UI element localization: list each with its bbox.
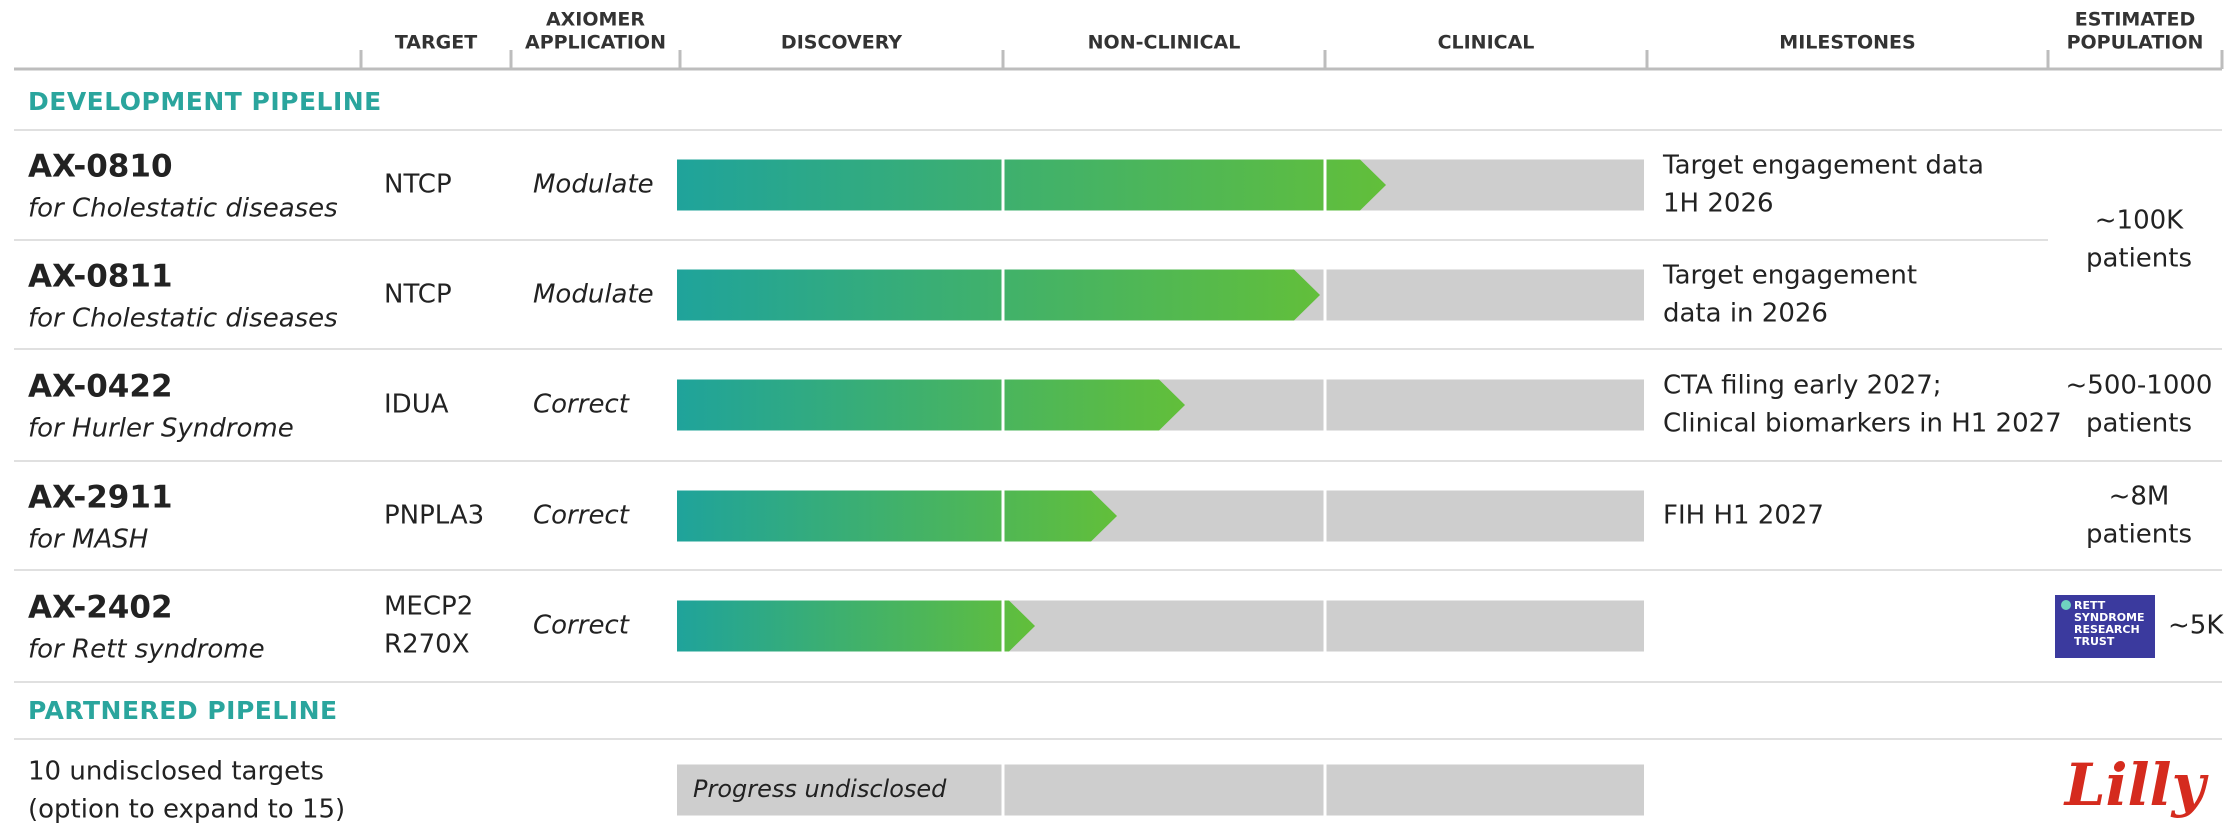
progress-bar xyxy=(677,269,1320,321)
section-title: DEVELOPMENT PIPELINE xyxy=(28,87,382,116)
logo xyxy=(2055,595,2155,658)
milestone: data in 2026 xyxy=(1663,299,1828,329)
indication: for MASH xyxy=(28,525,148,555)
application: Modulate xyxy=(533,170,654,200)
drug-name: AX-0811 xyxy=(28,259,173,295)
column-header: APPLICATION xyxy=(525,32,666,54)
population: ~5K xyxy=(2168,611,2224,641)
indication: for Cholestatic diseases xyxy=(28,194,338,224)
column-header: DISCOVERY xyxy=(781,32,902,54)
population: patients xyxy=(2086,520,2192,550)
column-header: TARGET xyxy=(395,32,477,54)
target: R270X xyxy=(384,630,470,660)
application: Modulate xyxy=(533,280,654,310)
drug-name: AX-0422 xyxy=(28,369,173,405)
logo-icon xyxy=(2061,600,2071,610)
column-header: MILESTONES xyxy=(1779,32,1915,54)
milestone: 1H 2026 xyxy=(1663,189,1774,219)
progress-bar xyxy=(677,600,1035,652)
target: PNPLA3 xyxy=(384,501,484,531)
column-header: ESTIMATED xyxy=(2075,9,2196,31)
milestone: CTA filing early 2027; xyxy=(1663,371,1942,401)
population: patients xyxy=(2086,244,2192,274)
population: ~100K xyxy=(2095,206,2184,236)
logo-text: TRUST xyxy=(2074,635,2115,648)
column-header: AXIOMER xyxy=(546,9,645,31)
column-header: NON-CLINICAL xyxy=(1088,32,1241,54)
target: IDUA xyxy=(384,390,449,420)
logo: Lilly xyxy=(2063,751,2210,819)
section-title: PARTNERED PIPELINE xyxy=(28,696,338,725)
milestone: Clinical biomarkers in H1 2027 xyxy=(1663,409,2062,439)
milestone: FIH H1 2027 xyxy=(1663,501,1824,531)
progress-bar xyxy=(677,490,1117,542)
target: NTCP xyxy=(384,280,452,310)
indication: for Cholestatic diseases xyxy=(28,304,338,334)
population: ~8M xyxy=(2109,482,2170,512)
application: Correct xyxy=(533,611,630,641)
logo-text: RETT xyxy=(2074,599,2106,612)
indication: for Rett syndrome xyxy=(28,635,265,665)
population: ~500-1000 xyxy=(2066,371,2213,401)
column-header: POPULATION xyxy=(2067,32,2204,54)
logo-text: RESEARCH xyxy=(2074,623,2140,636)
progress-bar xyxy=(677,379,1185,431)
drug-name: AX-2911 xyxy=(28,480,173,516)
application: Correct xyxy=(533,390,630,420)
application: Correct xyxy=(533,501,630,531)
bar-track xyxy=(677,764,1644,816)
target: NTCP xyxy=(384,170,452,200)
milestone: Target engagement xyxy=(1662,261,1917,291)
description: (option to expand to 15) xyxy=(28,795,345,825)
drug-name: AX-0810 xyxy=(28,149,173,185)
milestone: Target engagement data xyxy=(1662,151,1984,181)
drug-name: AX-2402 xyxy=(28,590,173,626)
population: patients xyxy=(2086,409,2192,439)
column-header: CLINICAL xyxy=(1438,32,1535,54)
description: 10 undisclosed targets xyxy=(28,757,324,787)
indication: for Hurler Syndrome xyxy=(28,414,294,444)
bar-label: Progress undisclosed xyxy=(693,775,947,803)
logo-text: SYNDROME xyxy=(2074,611,2145,624)
target: MECP2 xyxy=(384,592,473,622)
progress-bar xyxy=(677,159,1386,211)
